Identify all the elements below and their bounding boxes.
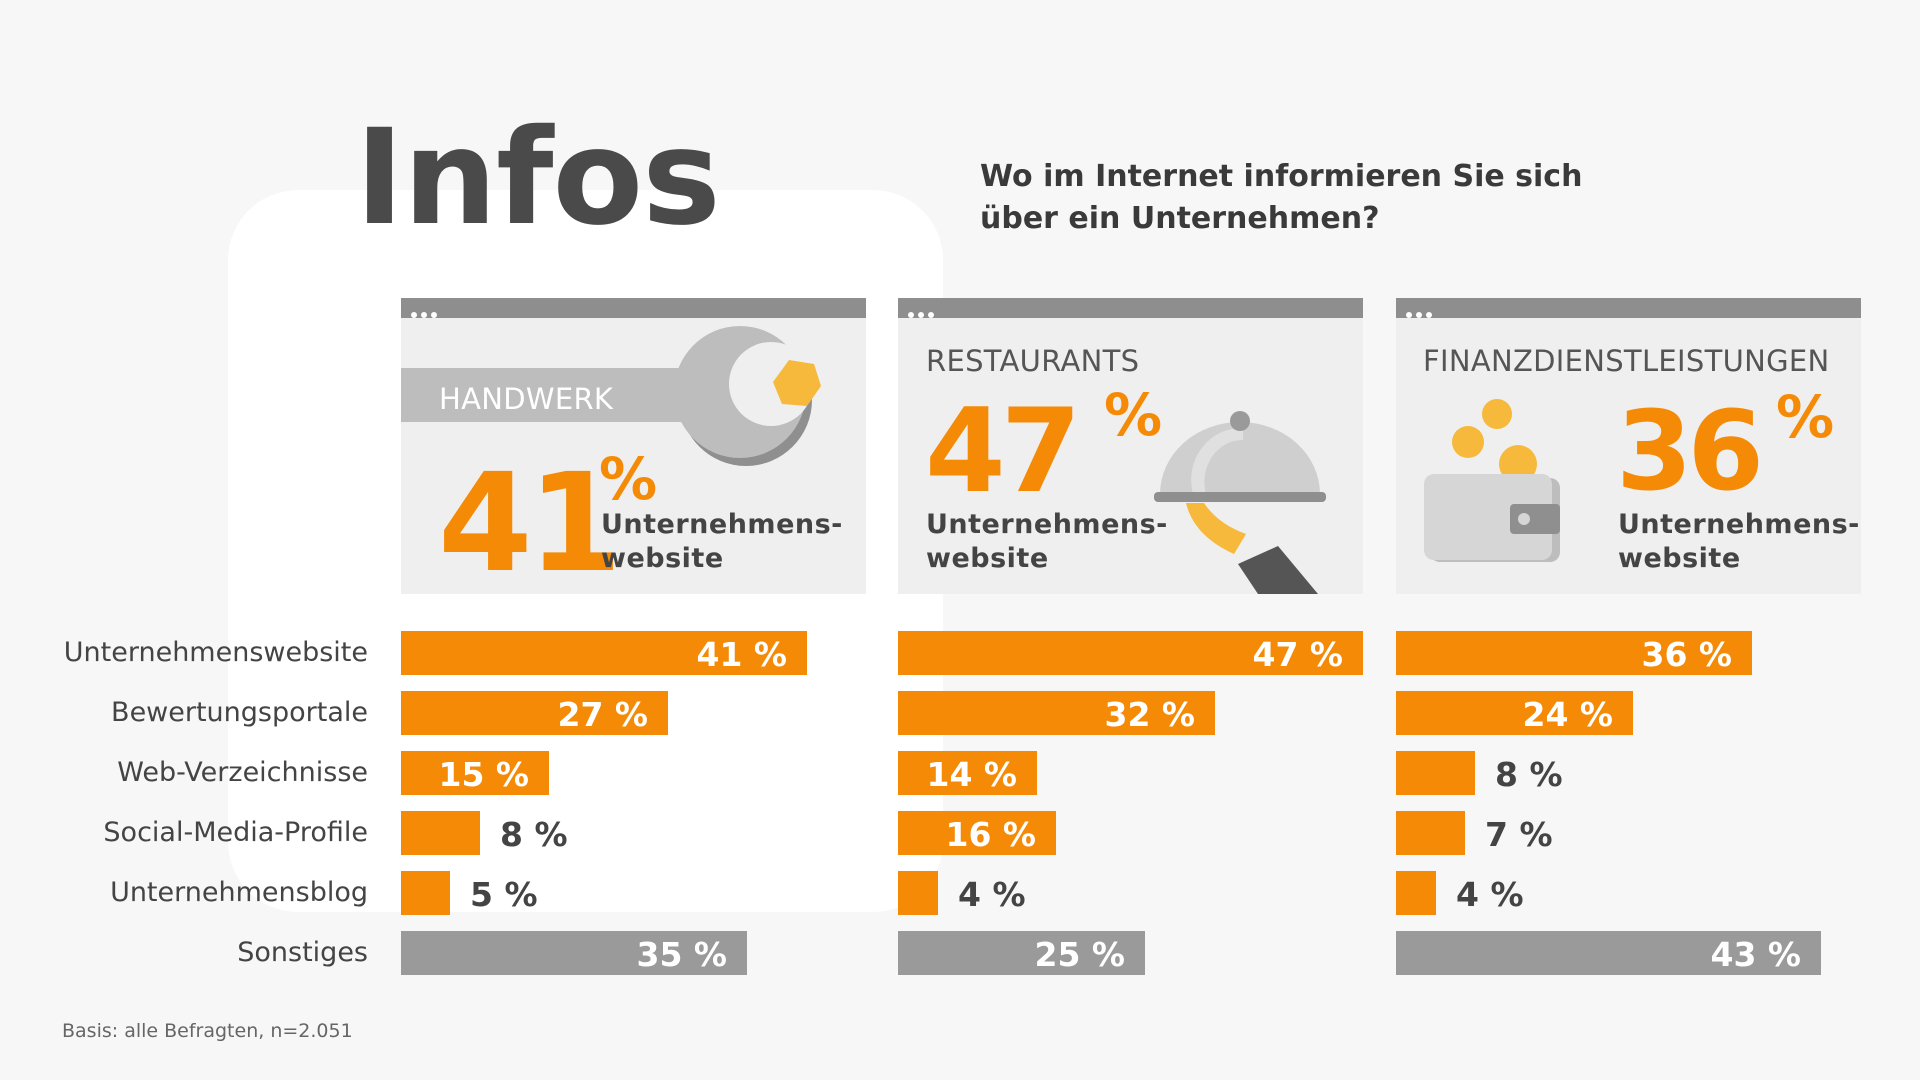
- survey-question: Wo im Internet informieren Sie sich über…: [980, 156, 1600, 240]
- panel-value: 41: [438, 445, 622, 594]
- bar: [1396, 691, 1633, 735]
- window-dots-icon: [411, 305, 441, 323]
- page-title: Infos: [355, 101, 721, 255]
- bar-value-label: 43 %: [1710, 935, 1801, 974]
- bar: [898, 631, 1363, 675]
- panel-subtitle-line-2: website: [601, 543, 724, 574]
- panel-subtitle: Unternehmens- website: [926, 508, 1168, 576]
- footnote: Basis: alle Befragten, n=2.051: [62, 1020, 353, 1042]
- panel-window-bar: [898, 298, 1363, 318]
- wrench-icon: [401, 326, 821, 466]
- bar: [898, 691, 1215, 735]
- bar: [401, 691, 668, 735]
- bar-value-label: 41 %: [696, 635, 787, 674]
- panel-handwerk: HANDWERK 41 % Unternehmens- website: [401, 298, 866, 594]
- bar-value-label: 14 %: [926, 755, 1017, 794]
- bar: [401, 871, 450, 915]
- panel-subtitle-line-2: website: [1618, 543, 1741, 574]
- bar-value-label: 7 %: [1485, 815, 1553, 854]
- bar: [401, 751, 549, 795]
- bar: [401, 811, 480, 855]
- bar-value-label: 15 %: [438, 755, 529, 794]
- panel-label: FINANZDIENSTLEISTUNGEN: [1423, 344, 1830, 378]
- category-label: Sonstiges: [237, 937, 368, 968]
- bar: [898, 931, 1145, 975]
- bar-value-label: 8 %: [1495, 755, 1563, 794]
- window-dots-icon: [1406, 305, 1436, 323]
- panel-subtitle-line-1: Unternehmens-: [926, 509, 1168, 540]
- bar: [1396, 931, 1821, 975]
- category-label: Unternehmensblog: [110, 877, 368, 908]
- bar-value-label: 24 %: [1522, 695, 1613, 734]
- bar: [898, 811, 1056, 855]
- bar: [898, 751, 1037, 795]
- bar: [1396, 631, 1752, 675]
- panel-percent-sign: %: [1776, 383, 1835, 451]
- panel-subtitle: Unternehmens- website: [1618, 508, 1860, 576]
- panel-value: 47: [925, 384, 1081, 519]
- panel-finanzdienstleistungen: FINANZDIENSTLEISTUNGEN 36 % Unternehmens…: [1396, 298, 1861, 594]
- category-label: Unternehmenswebsite: [63, 637, 368, 668]
- category-label: Web-Verzeichnisse: [117, 757, 368, 788]
- category-label: Social-Media-Profile: [103, 817, 368, 848]
- panel-subtitle-line-2: website: [926, 543, 1049, 574]
- bar-value-label: 47 %: [1252, 635, 1343, 674]
- bar-value-label: 32 %: [1104, 695, 1195, 734]
- panel-window-bar: [1396, 298, 1861, 318]
- bar-value-label: 8 %: [500, 815, 568, 854]
- bar-value-label: 36 %: [1641, 635, 1732, 674]
- bar-value-label: 4 %: [958, 875, 1026, 914]
- question-line-2: über ein Unternehmen?: [980, 201, 1380, 236]
- bar-value-label: 4 %: [1456, 875, 1524, 914]
- panel-label: RESTAURANTS: [926, 344, 1140, 378]
- cloche-icon: [1154, 411, 1326, 594]
- panel-window-bar: [401, 298, 866, 318]
- bar: [401, 931, 747, 975]
- window-dots-icon: [908, 305, 938, 323]
- panel-subtitle-line-1: Unternehmens-: [601, 509, 843, 540]
- bar: [1396, 811, 1465, 855]
- bar-value-label: 16 %: [945, 815, 1036, 854]
- bar: [401, 631, 807, 675]
- panel-value: 36: [1616, 387, 1764, 515]
- wallet-icon: [1424, 399, 1560, 562]
- bar: [1396, 751, 1475, 795]
- panel-subtitle-line-1: Unternehmens-: [1618, 509, 1860, 540]
- bar-value-label: 5 %: [470, 875, 538, 914]
- panel-percent-sign: %: [599, 445, 658, 513]
- bar-value-label: 25 %: [1034, 935, 1125, 974]
- panel-restaurants: RESTAURANTS 47 % Unternehmens- website: [898, 298, 1363, 594]
- panel-label: HANDWERK: [439, 382, 614, 416]
- bar: [1396, 871, 1436, 915]
- bar: [898, 871, 938, 915]
- panel-subtitle: Unternehmens- website: [601, 508, 843, 576]
- bar-value-label: 35 %: [636, 935, 727, 974]
- question-line-1: Wo im Internet informieren Sie sich: [980, 159, 1583, 194]
- category-label: Bewertungsportale: [111, 697, 368, 728]
- bar-value-label: 27 %: [557, 695, 648, 734]
- panel-percent-sign: %: [1104, 381, 1163, 449]
